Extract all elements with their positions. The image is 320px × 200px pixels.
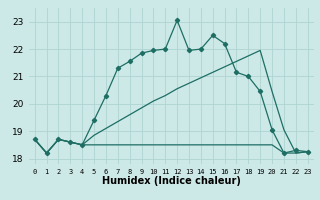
X-axis label: Humidex (Indice chaleur): Humidex (Indice chaleur) xyxy=(102,176,241,186)
